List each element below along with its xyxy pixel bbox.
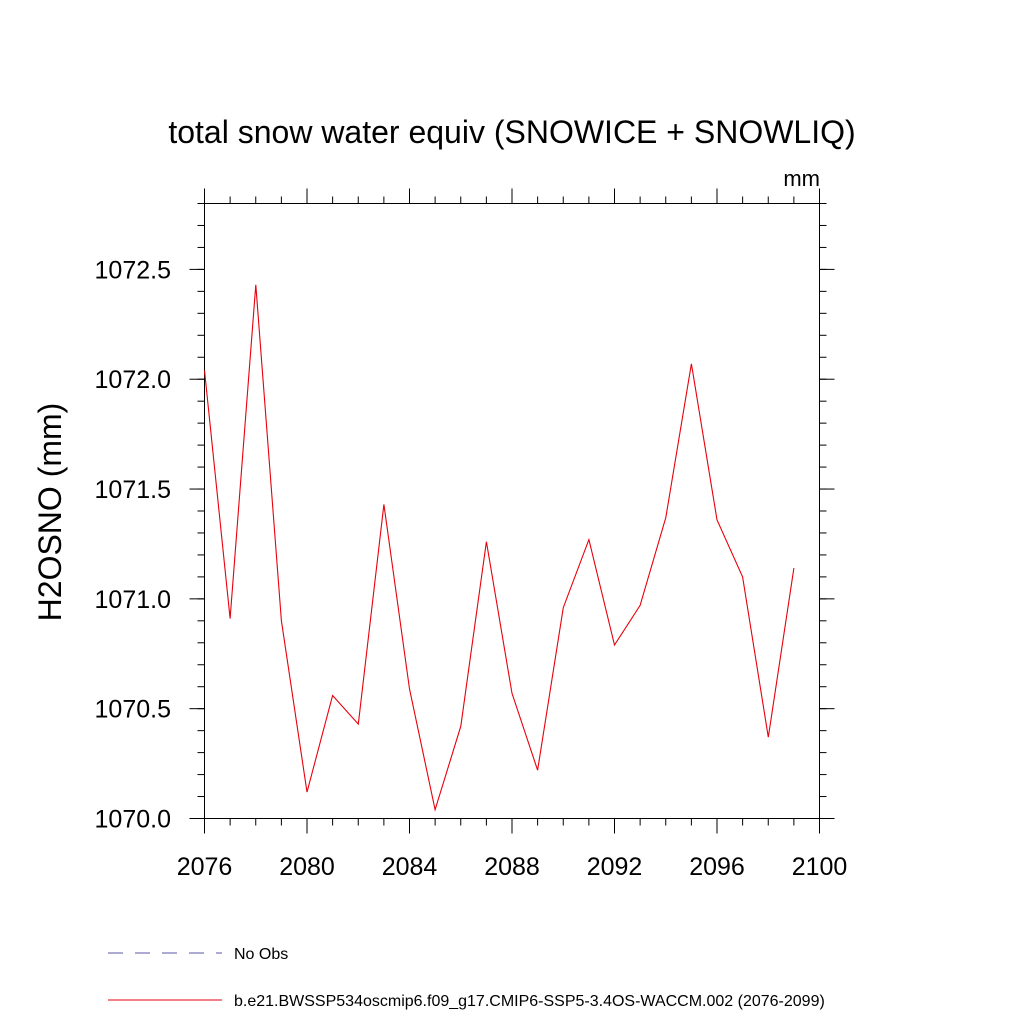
y-tick-label: 1072.0 (95, 366, 171, 394)
series-group (203, 284, 795, 812)
legend: No Obs b.e21.BWSSP534oscmip6.f09_g17.CMIP… (108, 946, 825, 1010)
units-label: mm (783, 166, 820, 191)
x-tick-label: 2100 (792, 853, 848, 881)
minor-ticks (197, 196, 827, 826)
chart-title: total snow water equiv (SNOWICE + SNOWLI… (168, 114, 855, 150)
x-tick-label: 2076 (177, 853, 233, 881)
y-tick-label: 1070.0 (95, 806, 171, 834)
x-tick-label: 2092 (587, 853, 643, 881)
y-tick-label: 1070.5 (95, 696, 171, 724)
y-axis-label: H2OSNO (mm) (32, 403, 68, 622)
plot-frame (204, 203, 820, 819)
x-tick-label: 2096 (689, 853, 745, 881)
x-tick-label: 2084 (382, 853, 438, 881)
legend-label: No Obs (234, 946, 288, 963)
series-line (203, 284, 795, 812)
y-tick-label: 1072.5 (95, 256, 171, 284)
y-tick-label: 1071.0 (95, 586, 171, 614)
y-tick-label: 1071.5 (95, 476, 171, 504)
x-tick-label: 2088 (484, 853, 540, 881)
legend-label: b.e21.BWSSP534oscmip6.f09_g17.CMIP6-SSP5… (234, 993, 825, 1010)
major-ticks (189, 188, 835, 834)
x-tick-label: 2080 (279, 853, 335, 881)
tick-labels: 2076 2080 2084 2088 2092 2096 2100 1070.0 1070.5… (95, 256, 848, 881)
